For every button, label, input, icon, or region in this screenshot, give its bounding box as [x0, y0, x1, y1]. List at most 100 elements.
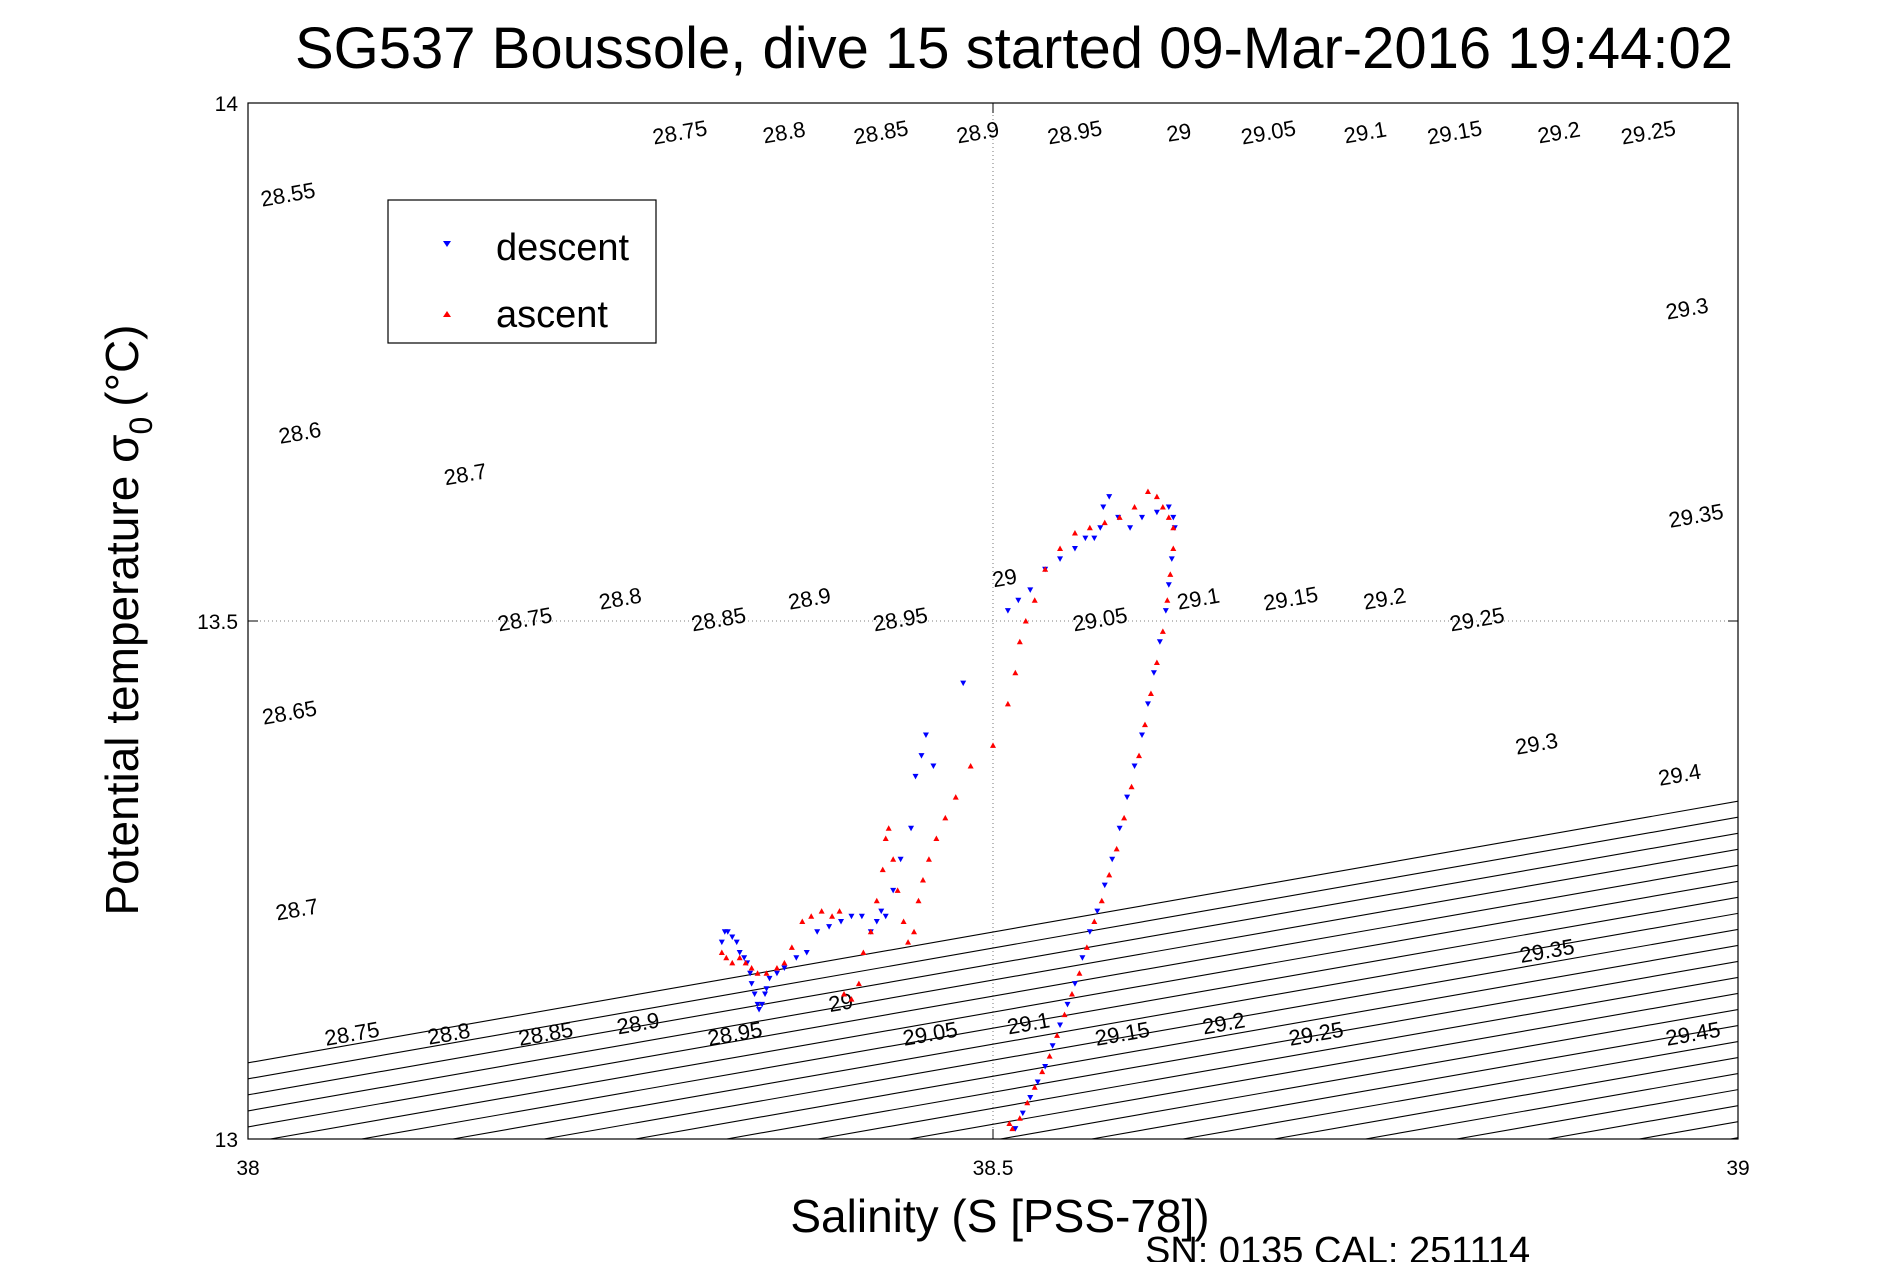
ascent-point: [1054, 1032, 1061, 1038]
descent-point: [1150, 670, 1157, 676]
descent-point: [930, 763, 937, 770]
descent-point: [1086, 929, 1093, 935]
ascent-point: [1012, 669, 1019, 676]
axis-ticks: [247, 102, 1739, 1140]
descent-point: [1127, 525, 1134, 531]
ascent-point: [873, 897, 880, 904]
descent-point: [766, 975, 773, 982]
descent-point: [718, 939, 725, 946]
isopycnal-label: 29: [1165, 118, 1193, 147]
descent-point: [1101, 882, 1108, 889]
ascent-point: [905, 939, 912, 945]
ascent-point: [754, 970, 761, 976]
ascent-point: [890, 856, 897, 862]
descent-point: [882, 913, 889, 920]
descent-point: [826, 924, 833, 930]
ascent-point: [1121, 814, 1128, 821]
ascent-point: [1061, 1011, 1068, 1018]
ascent-point: [723, 954, 730, 961]
descent-point: [756, 1007, 763, 1013]
ascent-point: [763, 970, 770, 976]
ascent-point: [1165, 514, 1172, 520]
descent-point: [1071, 545, 1078, 552]
descent-point: [1027, 587, 1034, 593]
ascent-point: [1141, 721, 1148, 728]
ascent-point: [781, 959, 788, 966]
grid-lines: [248, 103, 1738, 1139]
ascent-point: [799, 918, 806, 924]
ascent-point: [1006, 1120, 1013, 1126]
ascent-point: [742, 959, 749, 966]
descent-point: [878, 908, 885, 915]
descent-point: [1131, 763, 1138, 770]
chart-title: SG537 Boussole, dive 15 started 09-Mar-2…: [295, 16, 1733, 81]
descent-point: [1057, 1022, 1064, 1029]
density-contours: [248, 800, 1738, 1139]
ascent-point: [933, 835, 940, 842]
descent-point: [754, 1001, 761, 1008]
y-axis-label-unit: (°C): [96, 324, 148, 406]
descent-point: [912, 773, 919, 780]
descent-point: [890, 887, 897, 894]
descent-point: [897, 856, 904, 863]
descent-point: [814, 929, 821, 935]
isopycnal-line: [635, 944, 1738, 1139]
x-tick-label: 38: [236, 1157, 259, 1180]
isopycnal-label: 29: [990, 563, 1018, 592]
descent-point: [873, 918, 880, 925]
ascent-point: [919, 877, 926, 883]
descent-point: [1170, 514, 1177, 521]
ascent-point: [1057, 545, 1064, 551]
ascent-point: [879, 866, 886, 873]
descent-point: [1042, 1063, 1049, 1070]
descent-point: [1144, 701, 1151, 707]
ascent-point: [1039, 1068, 1046, 1075]
ascent-point: [911, 928, 918, 935]
descent-point: [1116, 825, 1123, 832]
ascent-point: [841, 990, 847, 997]
descent-point: [1012, 1126, 1019, 1132]
ascent-point: [1016, 1115, 1023, 1121]
ascent-point: [1098, 897, 1105, 904]
ascent-point: [915, 897, 922, 904]
ascent-point: [718, 949, 725, 956]
x-axis-label: Salinity (S [PSS-78]): [790, 1190, 1209, 1242]
descent-point: [1049, 1043, 1056, 1049]
descent-point: [1034, 1079, 1041, 1086]
descent-point: [1064, 1001, 1071, 1008]
descent-point: [918, 753, 925, 759]
descent-point: [741, 955, 748, 961]
descent-point: [960, 680, 967, 687]
descent-point: [724, 929, 731, 935]
ascent-point: [1159, 628, 1166, 634]
ascent-point: [1170, 524, 1177, 531]
descent-point: [1079, 955, 1086, 961]
ascent-point: [1042, 566, 1049, 572]
ascent-point: [1068, 990, 1075, 997]
ascent-point: [818, 908, 825, 914]
descent-point: [1106, 494, 1113, 500]
isopycnal-label: 29: [827, 988, 855, 1017]
descent-point: [1109, 856, 1116, 863]
ascent-point: [1031, 1084, 1038, 1090]
descent-point: [762, 991, 769, 997]
y-axis-label-main: Potential temperature σ: [96, 435, 148, 916]
descent-point: [922, 732, 929, 738]
ascent-point: [1031, 597, 1038, 603]
ascent-point: [1128, 783, 1135, 790]
ascent-point: [1101, 519, 1108, 526]
descent-point: [1100, 504, 1107, 511]
descent-point: [1165, 582, 1172, 588]
ascent-point: [867, 928, 874, 935]
descent-point: [908, 825, 915, 832]
descent-point: [1082, 535, 1089, 542]
ascent-point: [836, 908, 843, 914]
ascent-point: [894, 887, 901, 893]
ascent-point: [1091, 918, 1098, 924]
ascent-point: [1024, 1099, 1031, 1106]
ascent-point: [1153, 659, 1160, 665]
descent-point: [858, 913, 865, 920]
isopycnal-line: [361, 896, 1738, 1139]
